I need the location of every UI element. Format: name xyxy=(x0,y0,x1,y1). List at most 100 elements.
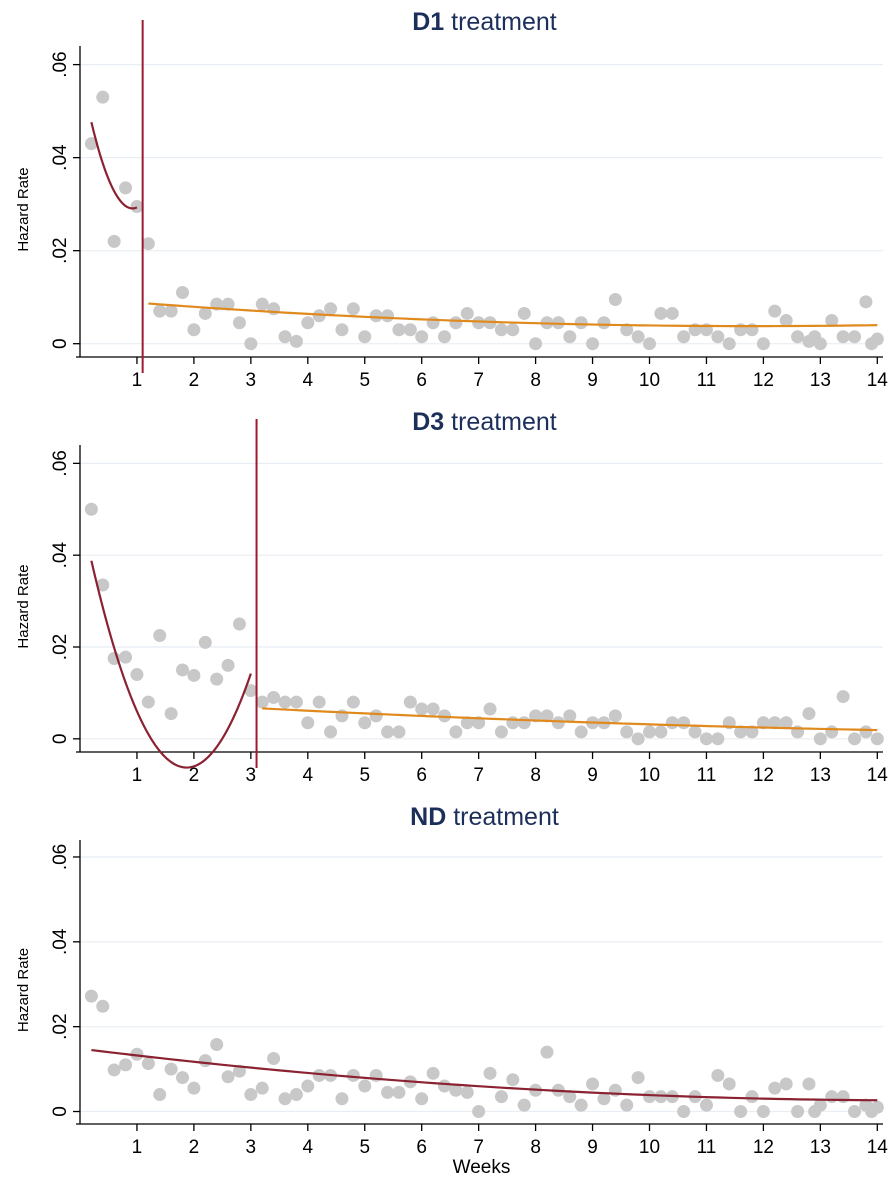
y-tick-label: .04 xyxy=(50,144,71,171)
data-point xyxy=(369,709,383,723)
data-point xyxy=(677,330,691,344)
data-point xyxy=(643,725,657,739)
data-point xyxy=(119,1058,133,1072)
data-point xyxy=(608,293,622,307)
data-point xyxy=(802,707,816,721)
x-tick-label: 6 xyxy=(416,1137,427,1158)
data-point xyxy=(825,1090,839,1104)
x-tick-label: 13 xyxy=(810,1137,831,1158)
data-point xyxy=(825,313,839,327)
data-point xyxy=(472,1105,486,1119)
fit-line-second xyxy=(262,707,878,732)
data-point xyxy=(483,1066,497,1080)
data-point xyxy=(369,309,383,323)
data-point xyxy=(324,302,338,316)
x-tick-label: 2 xyxy=(189,765,200,786)
data-point xyxy=(597,316,611,330)
data-point xyxy=(96,999,110,1013)
data-point xyxy=(711,1068,725,1082)
data-point xyxy=(460,1085,474,1099)
data-point xyxy=(198,306,212,320)
data-point xyxy=(722,337,736,351)
data-point xyxy=(654,306,668,320)
data-point xyxy=(301,716,315,730)
data-point xyxy=(232,617,246,631)
data-point xyxy=(802,1077,816,1091)
data-point xyxy=(756,337,770,351)
data-point xyxy=(289,334,303,348)
data-point xyxy=(813,337,827,351)
x-tick-label: 14 xyxy=(867,1137,889,1158)
y-tick-label: .06 xyxy=(50,844,71,870)
data-point xyxy=(517,306,531,320)
data-point xyxy=(506,716,520,730)
data-point xyxy=(312,695,326,709)
data-point xyxy=(745,725,759,739)
data-point xyxy=(745,1090,759,1104)
data-point xyxy=(392,725,406,739)
data-point xyxy=(551,716,565,730)
data-point xyxy=(620,725,634,739)
x-tick-label: 3 xyxy=(246,370,257,391)
data-point xyxy=(472,316,486,330)
data-point xyxy=(289,1088,303,1102)
data-point xyxy=(529,709,543,723)
data-point xyxy=(643,337,657,351)
data-point xyxy=(574,725,588,739)
panel-title-rest: treatment xyxy=(444,408,557,436)
data-point xyxy=(255,695,269,709)
data-point xyxy=(130,1047,144,1061)
data-point xyxy=(699,1098,713,1112)
data-point xyxy=(335,1092,349,1106)
fit-line-second xyxy=(148,302,878,328)
data-point xyxy=(859,725,873,739)
data-point xyxy=(665,716,679,730)
data-point xyxy=(119,181,133,195)
data-point xyxy=(654,725,668,739)
data-point xyxy=(711,732,725,746)
data-point xyxy=(768,304,782,318)
data-point xyxy=(437,1079,451,1093)
fit-line-first xyxy=(91,1048,878,1102)
data-point xyxy=(665,306,679,320)
data-point xyxy=(768,716,782,730)
data-point xyxy=(381,725,395,739)
data-point xyxy=(848,1105,862,1119)
panel-title-rest: treatment xyxy=(446,803,559,831)
data-point xyxy=(141,237,155,251)
data-point xyxy=(574,316,588,330)
fit-line-first xyxy=(90,121,138,210)
data-point xyxy=(187,668,201,682)
x-tick-label: 1 xyxy=(132,370,143,391)
x-tick-label: 13 xyxy=(810,765,831,786)
data-point xyxy=(392,1085,406,1099)
x-tick-label: 8 xyxy=(530,1137,541,1158)
data-point xyxy=(517,716,531,730)
panel-title-rest: treatment xyxy=(444,8,557,36)
data-point xyxy=(221,297,235,311)
x-tick-label: 2 xyxy=(189,370,200,391)
x-tick-label: 5 xyxy=(359,370,370,391)
data-point xyxy=(210,1037,224,1051)
data-point xyxy=(529,337,543,351)
x-tick-label: 1 xyxy=(132,765,143,786)
data-point xyxy=(278,695,292,709)
data-point xyxy=(620,1098,634,1112)
data-point xyxy=(187,1081,201,1095)
data-point xyxy=(517,1098,531,1112)
data-point xyxy=(848,330,862,344)
data-point xyxy=(255,1081,269,1095)
y-tick-label: 0 xyxy=(50,1106,71,1117)
data-point xyxy=(381,1085,395,1099)
data-point xyxy=(859,295,873,309)
x-tick-label: 14 xyxy=(867,370,889,391)
data-point xyxy=(836,690,850,704)
data-point xyxy=(848,732,862,746)
y-axis-title: Hazard Rate xyxy=(15,564,32,648)
y-tick-label: .04 xyxy=(50,542,71,569)
data-point xyxy=(176,663,190,677)
data-point xyxy=(119,650,133,664)
data-point xyxy=(437,330,451,344)
